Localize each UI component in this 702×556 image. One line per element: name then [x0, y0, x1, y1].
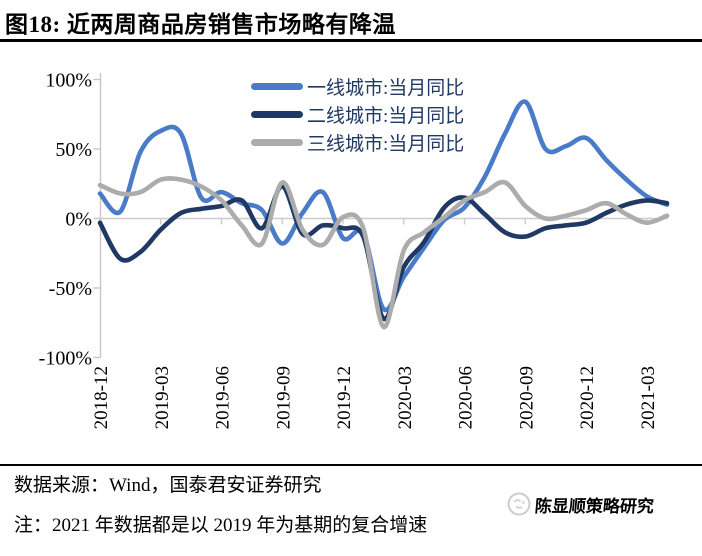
series-line-1	[97, 184, 670, 321]
x-axis-label: 2019-06	[213, 366, 234, 429]
watermark-logo-icon	[507, 492, 531, 516]
x-axis-label: 2020-09	[516, 366, 537, 429]
y-axis-label: -100%	[39, 348, 92, 370]
chart-legend: 一线城市:当月同比 二线城市:当月同比 三线城市:当月同比	[251, 72, 464, 156]
x-axis-label: 2020-03	[395, 366, 416, 429]
y-axis-label: 0%	[65, 209, 92, 231]
y-axis-label: 50%	[55, 139, 92, 161]
legend-label: 三线城市:当月同比	[307, 133, 465, 155]
x-axis-label: 2021-03	[638, 366, 659, 429]
legend-line-swatch	[251, 110, 303, 118]
x-axis-label: 2020-12	[577, 366, 598, 429]
legend-item-tier3: 三线城市:当月同比	[251, 128, 464, 156]
watermark: 陈显顺策略研究	[505, 490, 655, 518]
legend-label: 一线城市:当月同比	[307, 77, 465, 99]
legend-label: 二线城市:当月同比	[307, 105, 465, 127]
series-line-0	[97, 99, 670, 313]
footer-divider	[0, 464, 702, 466]
x-axis-label: 2020-06	[456, 366, 477, 429]
title-divider	[0, 39, 702, 42]
x-axis-label: 2019-09	[273, 366, 294, 429]
figure-note: 注：2021 年数据都是以 2019 年为基期的复合增速	[14, 515, 428, 536]
legend-item-tier2: 二线城市:当月同比	[251, 100, 464, 128]
watermark-text: 陈显顺策略研究	[533, 496, 655, 516]
y-axis-label: 100%	[45, 70, 92, 92]
figure-title: 图18: 近两周商品房销售市场略有降温	[5, 12, 396, 37]
data-source: 数据来源：Wind，国泰君安证券研究	[14, 475, 322, 496]
line-chart: 100% 50% 0% -50% -100%2018-12 2019-03 2019-06 2…	[39, 70, 670, 429]
x-axis-label: 2018-12	[91, 366, 112, 429]
x-axis-label: 2019-03	[152, 366, 173, 429]
legend-line-swatch	[251, 138, 303, 146]
series-line-2	[97, 176, 670, 330]
x-axis-label: 2019-12	[334, 366, 355, 429]
legend-line-swatch	[251, 82, 303, 90]
legend-item-tier1: 一线城市:当月同比	[251, 72, 464, 100]
y-axis-label: -50%	[49, 278, 92, 300]
